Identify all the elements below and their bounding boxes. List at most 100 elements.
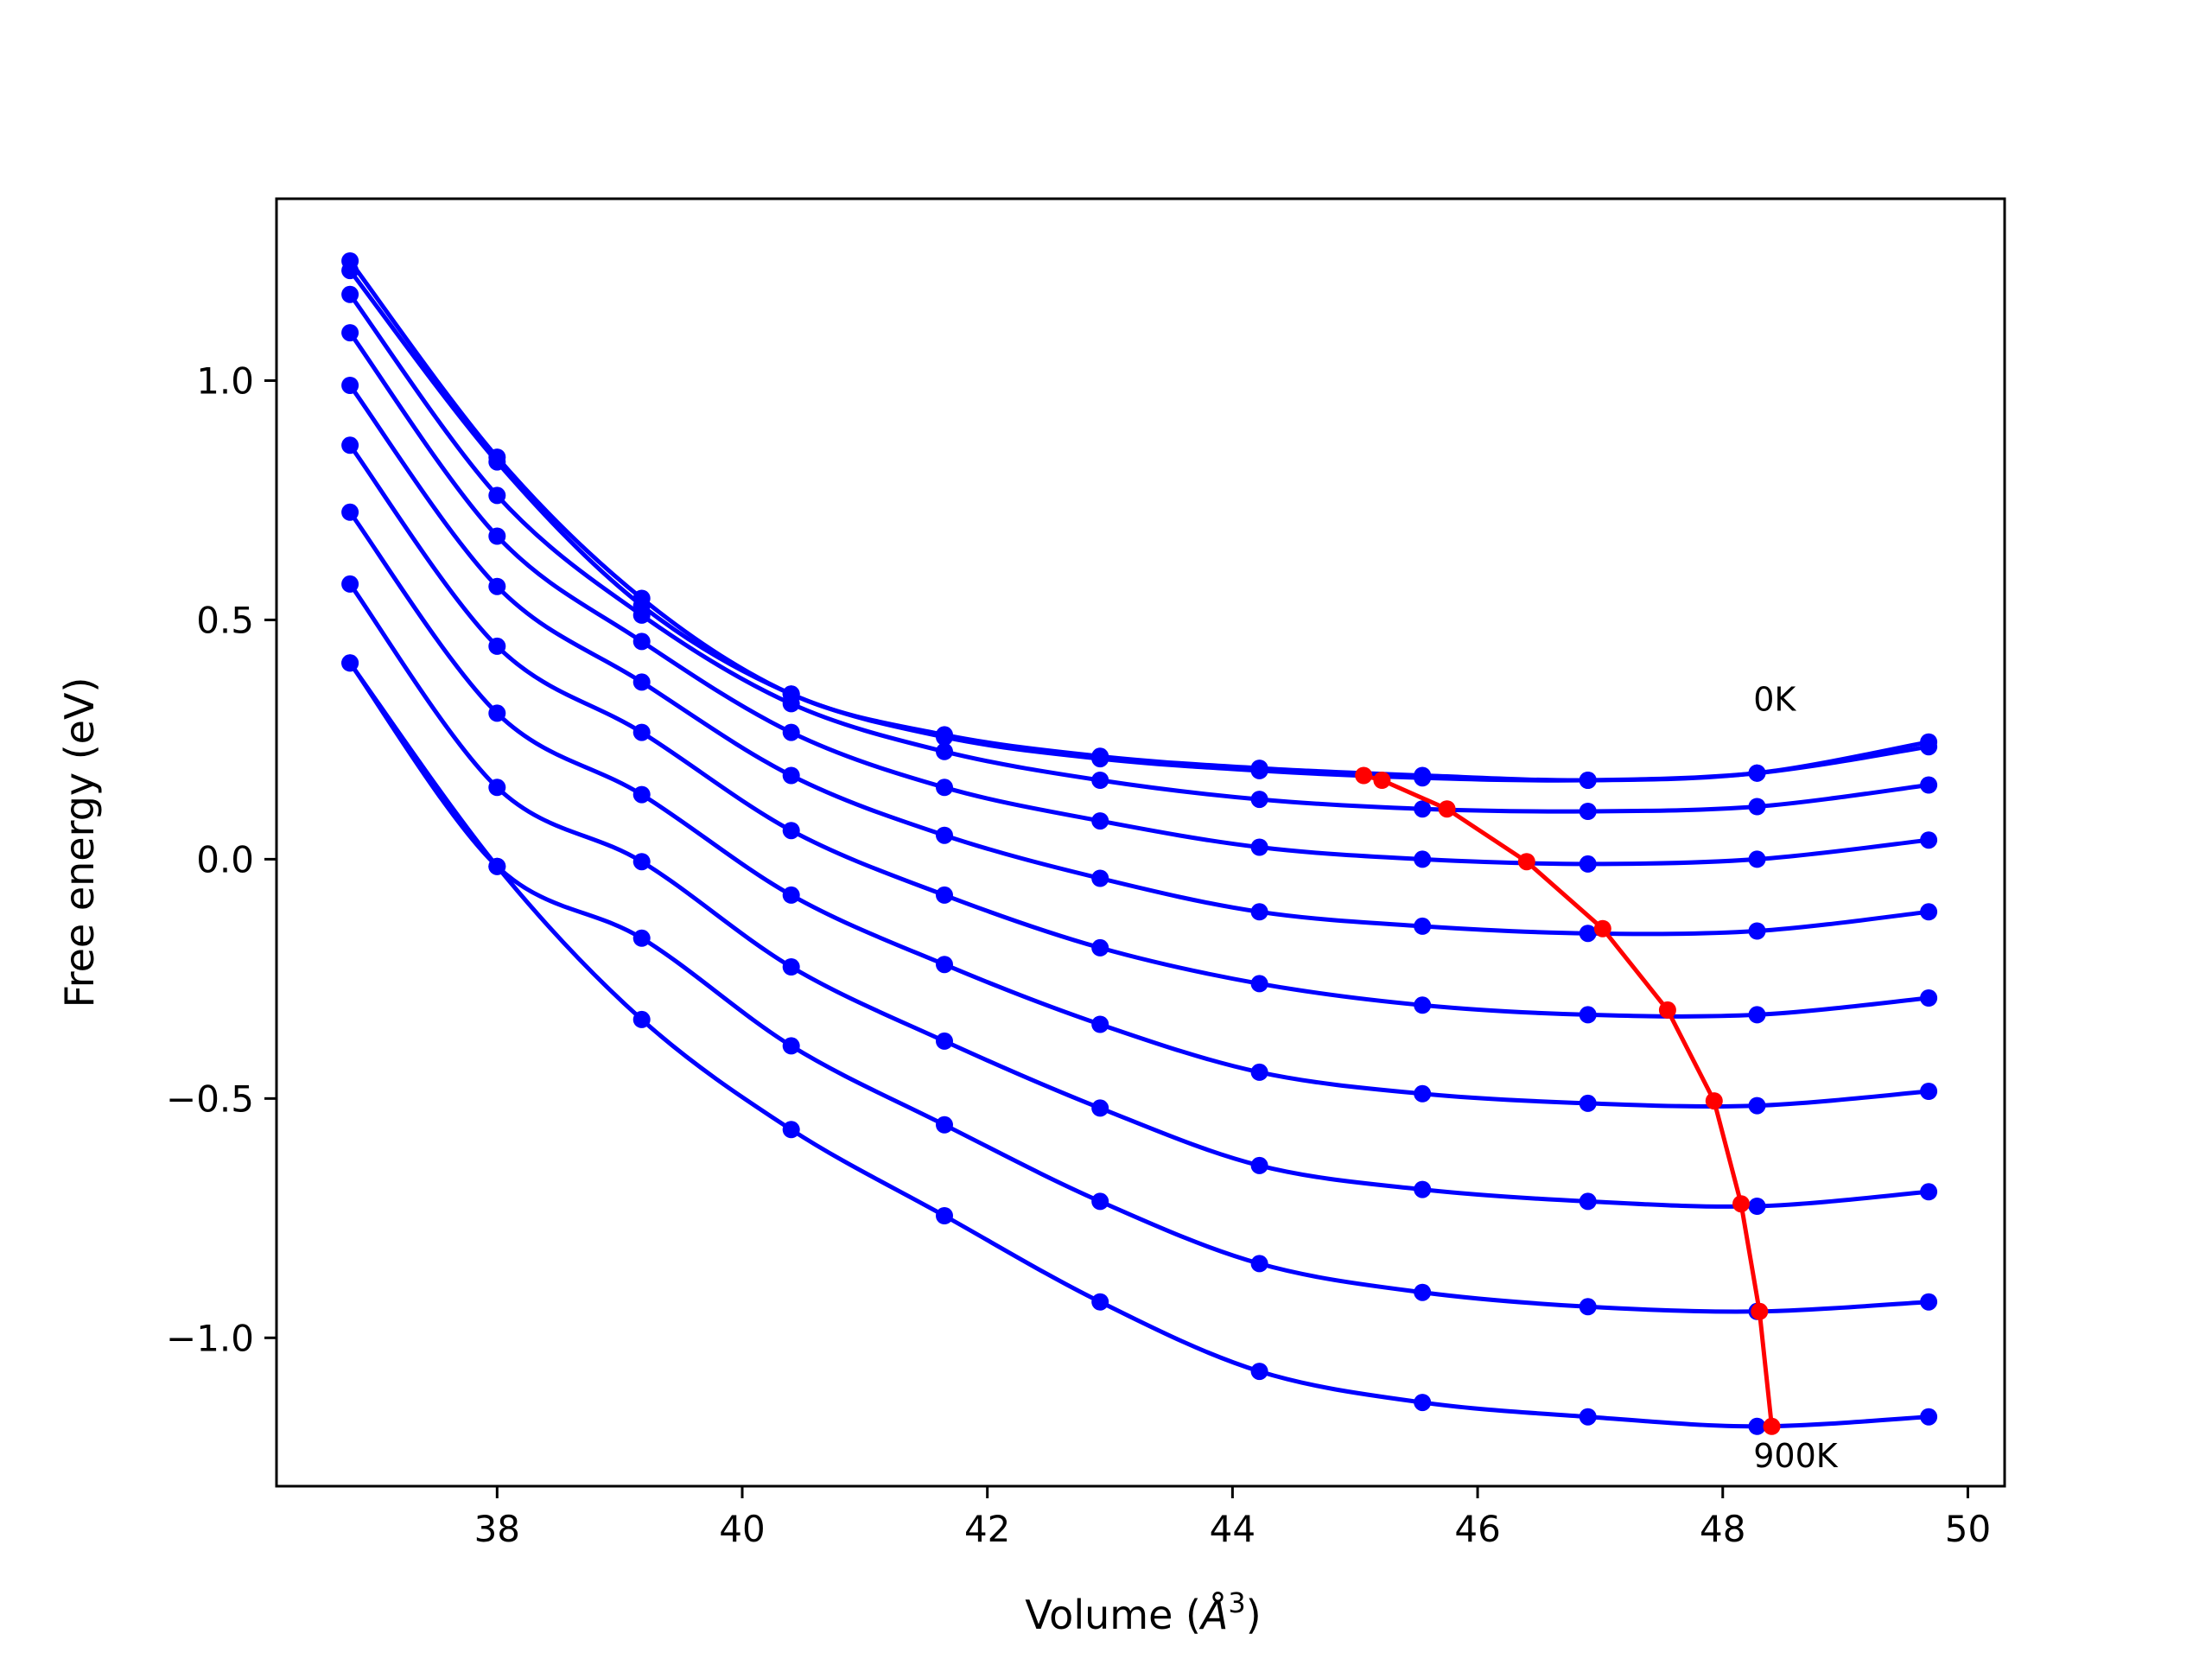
series-4-point-5 (1091, 869, 1109, 887)
series-7-point-1 (488, 779, 506, 797)
series-7-point-8 (1579, 1192, 1597, 1211)
series-3-point-8 (1579, 855, 1597, 873)
series-3-point-1 (488, 527, 506, 545)
ticks-layer: 38 40 42 44 46 48 50 1.0 0.5 0.0 −0.5 −1.0 (166, 359, 1991, 1550)
minima-point-2 (1438, 800, 1456, 818)
series-7-point-0 (341, 575, 359, 593)
series-5-point-10 (1920, 989, 1938, 1007)
series-4-point-4 (936, 826, 953, 844)
series-3-point-4 (936, 779, 953, 797)
minima-layer (1355, 766, 1781, 1435)
series-7-point-6 (1250, 1156, 1268, 1174)
series-9-point-6 (1250, 1363, 1268, 1381)
series-3-point-5 (1091, 812, 1109, 830)
series-4-point-1 (488, 577, 506, 595)
series-5-point-1 (488, 637, 506, 655)
series-6-point-3 (782, 886, 800, 904)
series-3-point-9 (1748, 850, 1766, 868)
series-5 (341, 436, 1938, 1024)
series-4-fit-line (348, 384, 1929, 937)
y-tick-label-0: 1.0 (196, 359, 254, 402)
series-8-point-7 (1414, 1283, 1432, 1301)
series-5-point-5 (1091, 938, 1109, 957)
y-axis-label: Free energy (eV) (56, 677, 103, 1008)
series-4-point-3 (782, 766, 800, 785)
series-1-point-1 (488, 453, 506, 471)
series-1-point-0 (341, 262, 359, 280)
series-5-point-7 (1414, 996, 1432, 1014)
series-2-fit-line (348, 293, 1929, 814)
series-7-point-3 (782, 958, 800, 976)
y-tick-label-3: −0.5 (166, 1077, 254, 1120)
series-8-point-10 (1920, 1293, 1938, 1311)
series-8-point-3 (782, 1037, 800, 1055)
series-1-point-5 (1091, 750, 1109, 768)
minima-point-9 (1763, 1417, 1781, 1435)
annotation-layer: 0K 900K (1753, 681, 1839, 1475)
series-9-fit-line (348, 661, 1929, 1429)
series-5-fit-line (348, 443, 1929, 1019)
series-8 (341, 654, 1938, 1320)
series-1-point-8 (1579, 772, 1597, 789)
series-2-point-2 (632, 606, 651, 624)
minima-point-6 (1705, 1092, 1723, 1110)
series-7-fit-line (348, 582, 1929, 1209)
series-8-point-4 (936, 1116, 953, 1134)
series-3 (341, 324, 1938, 873)
series-layer (341, 252, 1938, 1435)
minima-point-4 (1593, 919, 1611, 938)
series-2-point-4 (936, 742, 953, 760)
series-8-point-6 (1250, 1255, 1268, 1273)
series-3-point-10 (1920, 831, 1938, 849)
series-1-point-7 (1414, 769, 1432, 787)
series-6-point-6 (1250, 1063, 1268, 1081)
x-axis-label: Volume (Å3) (1025, 1586, 1261, 1638)
series-8-point-2 (632, 929, 651, 947)
series-6 (341, 503, 1938, 1115)
series-1 (341, 262, 1938, 789)
series-7-point-7 (1414, 1180, 1432, 1198)
y-tick-label-2: 0.0 (196, 838, 254, 880)
series-4-point-9 (1748, 922, 1766, 940)
series-6-point-9 (1748, 1096, 1766, 1115)
plot-frame (275, 197, 2006, 1488)
series-7-point-10 (1920, 1183, 1938, 1201)
series-4-point-10 (1920, 903, 1938, 921)
series-1-point-9 (1748, 764, 1766, 782)
series-1-point-6 (1250, 761, 1268, 779)
series-3-point-6 (1250, 838, 1268, 856)
series-2-point-9 (1748, 798, 1766, 816)
annotation-0: 0K (1753, 681, 1796, 719)
minima-point-3 (1517, 853, 1535, 871)
series-4-point-6 (1250, 903, 1268, 921)
series-5-point-8 (1579, 1006, 1597, 1024)
series-5-point-3 (782, 822, 800, 840)
series-3-point-2 (632, 632, 651, 651)
series-6-point-10 (1920, 1083, 1938, 1100)
series-0 (341, 252, 1938, 789)
series-8-point-8 (1579, 1298, 1597, 1316)
series-3-point-7 (1414, 850, 1432, 868)
series-9-point-3 (782, 1121, 800, 1139)
series-4-point-2 (632, 673, 651, 691)
annotation-1: 900K (1753, 1437, 1839, 1475)
minima-point-1 (1373, 772, 1391, 789)
series-1-point-4 (936, 728, 953, 747)
x-tick-label-6: 50 (1945, 1508, 1991, 1550)
series-4-point-8 (1579, 925, 1597, 943)
series-2-point-6 (1250, 791, 1268, 809)
minima-point-0 (1355, 766, 1373, 785)
series-1-point-10 (1920, 738, 1938, 756)
series-4-point-7 (1414, 917, 1432, 935)
series-9-point-8 (1579, 1408, 1597, 1426)
series-8-point-5 (1091, 1192, 1109, 1211)
series-9 (341, 654, 1938, 1435)
minima-point-5 (1658, 1001, 1676, 1019)
x-tick-label-1: 40 (719, 1508, 765, 1550)
series-6-fit-line (348, 511, 1929, 1109)
x-tick-label-4: 46 (1454, 1508, 1500, 1550)
series-6-point-0 (341, 503, 359, 521)
series-6-point-7 (1414, 1084, 1432, 1103)
series-2-point-7 (1414, 800, 1432, 818)
